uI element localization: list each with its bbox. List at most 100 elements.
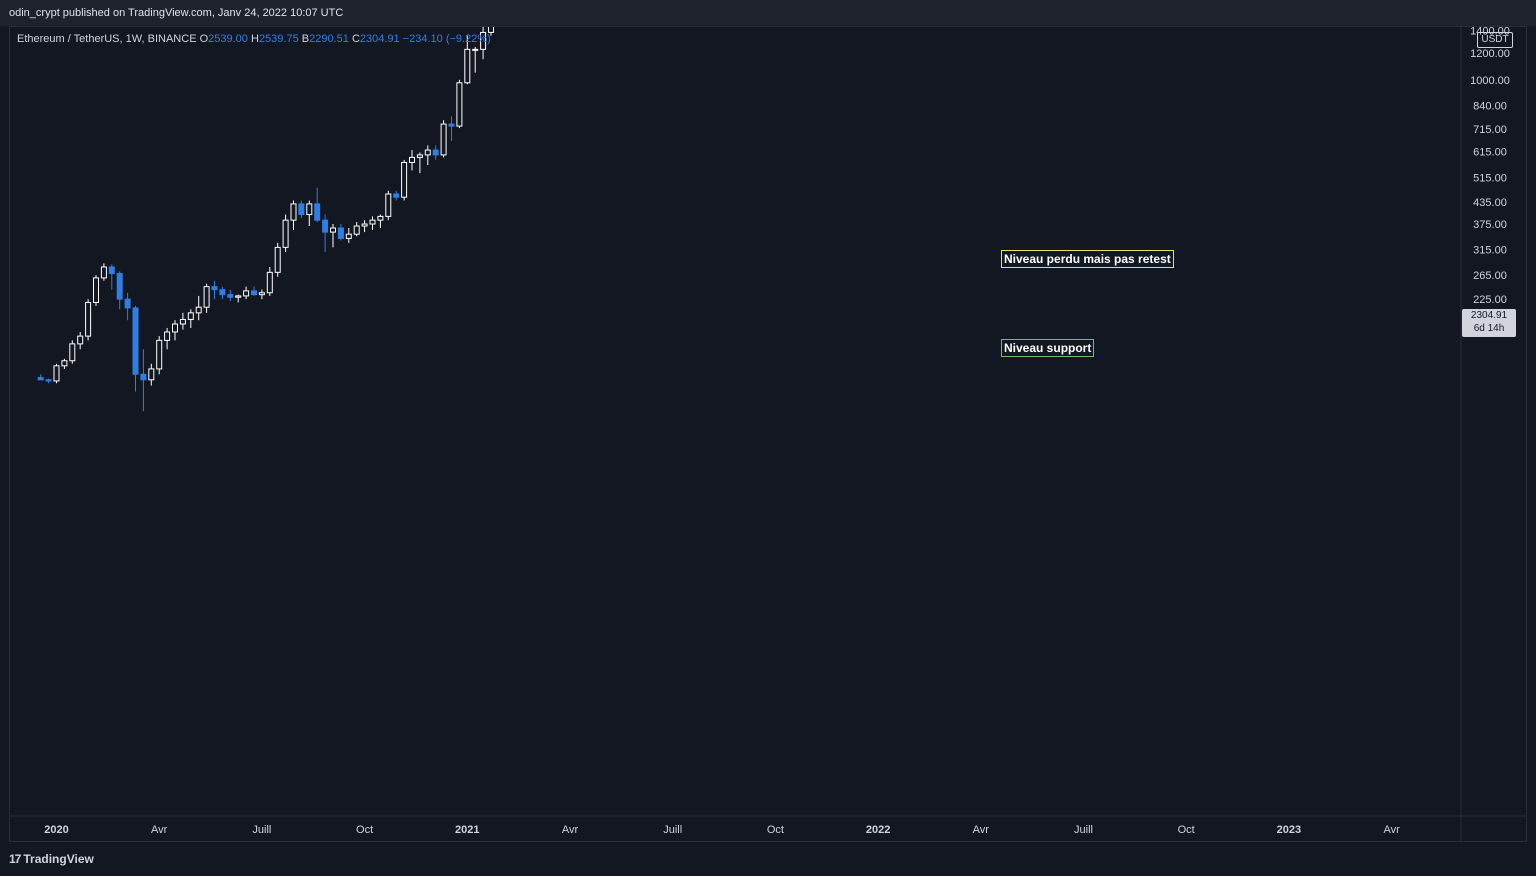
last-price: 2304.91 <box>1470 310 1508 321</box>
candle-body-up <box>361 223 368 227</box>
candle-body-up <box>195 306 202 314</box>
candle-body-down <box>124 298 131 309</box>
candle-body-down <box>393 193 400 198</box>
candle-body-up <box>488 27 494 33</box>
change-value: −234.10 (−9.22%) <box>402 33 491 45</box>
candle-body-up <box>290 203 297 221</box>
candles-layer <box>37 0 541 412</box>
candle-body-up <box>385 193 392 217</box>
candle-body-up <box>100 266 107 279</box>
candle-body-up <box>377 215 384 221</box>
y-tick-label: 315.00 <box>1473 245 1507 257</box>
candle-body-down <box>108 266 115 274</box>
x-tick-label: Oct <box>1178 824 1195 836</box>
candle-body-up <box>520 0 525 22</box>
x-tick-label: Avr <box>1383 824 1400 836</box>
x-tick-label: Juill <box>663 824 682 836</box>
symbol-legend: Ethereum / TetherUS, 1W, BINANCE O2539.0… <box>17 33 491 45</box>
x-tick-label: 2023 <box>1277 824 1301 836</box>
candle-body-down <box>337 227 344 239</box>
candle-body-down <box>322 219 329 233</box>
candle-body-up <box>306 203 313 216</box>
high-label: H <box>250 33 259 45</box>
candle-body-down <box>251 290 257 296</box>
candle-body-up <box>409 156 415 163</box>
candle-body-up <box>440 123 447 156</box>
candle-body-up <box>456 82 463 127</box>
candle-body-up <box>266 271 273 294</box>
publish-header: odin_crypt published on TradingView.com,… <box>0 0 1536 26</box>
y-tick-label: 515.00 <box>1473 172 1507 184</box>
annotation-retest-level[interactable]: Niveau perdu mais pas retest <box>1001 250 1174 268</box>
bar-countdown: 6d 14h <box>1473 323 1505 334</box>
candle-body-up <box>330 227 336 233</box>
high-value: 2539.75 <box>258 33 299 45</box>
candle-body-up <box>274 246 281 273</box>
candle-body-down <box>37 377 44 381</box>
candle-body-up <box>464 48 471 84</box>
candle-body-up <box>69 343 76 362</box>
y-tick-label: 1000.00 <box>1470 75 1510 87</box>
open-label: O <box>199 33 209 45</box>
candle-body-down <box>512 0 517 22</box>
axes-layer: 193.00225.00265.00315.00375.00435.00515.… <box>10 25 1526 841</box>
candle-body-up <box>187 312 194 320</box>
candle-body-up <box>345 233 352 239</box>
candle-body-up <box>282 219 289 248</box>
candle-body-up <box>85 301 92 337</box>
y-tick-label: 615.00 <box>1473 146 1507 158</box>
y-tick-label: 1200.00 <box>1470 48 1510 60</box>
y-tick-label: 225.00 <box>1473 294 1507 306</box>
y-tick-label: 1400.00 <box>1470 25 1510 37</box>
annotation-support-level[interactable]: Niveau support <box>1001 339 1095 357</box>
candle-body-down <box>219 289 226 296</box>
candle-body-up <box>258 292 265 296</box>
tradingview-footer[interactable]: 17 TradingView <box>9 852 94 866</box>
x-tick-label: Oct <box>767 824 784 836</box>
published-text: odin_crypt published on TradingView.com,… <box>9 7 344 19</box>
candle-body-down <box>298 203 305 216</box>
x-tick-label: Juill <box>1074 824 1093 836</box>
brand-name: TradingView <box>23 852 94 866</box>
candle-body-up <box>536 0 541 3</box>
candle-body-up <box>164 331 171 341</box>
candle-body-down <box>211 286 218 291</box>
candle-body-up <box>203 286 210 308</box>
tradingview-logo-icon: 17 <box>9 852 21 866</box>
candle-body-up <box>353 225 360 235</box>
candle-body-up <box>77 335 84 345</box>
candle-body-up <box>235 295 242 298</box>
x-tick-label: Juill <box>252 824 271 836</box>
candle-body-up <box>472 48 479 51</box>
y-tick-label: 715.00 <box>1473 124 1507 136</box>
candle-body-up <box>496 0 501 11</box>
candle-body-up <box>369 219 376 225</box>
x-tick-label: Avr <box>562 824 579 836</box>
candle-body-up <box>53 365 60 382</box>
x-tick-label: 2020 <box>44 824 68 836</box>
candle-body-down <box>448 123 455 127</box>
low-value: 2290.51 <box>309 33 349 45</box>
x-tick-label: 2022 <box>866 824 890 836</box>
currency-unit-badge[interactable]: USDT <box>1477 32 1513 48</box>
candle-body-down <box>140 373 147 381</box>
chart-frame <box>9 26 1527 842</box>
y-tick-label: 840.00 <box>1473 100 1507 112</box>
close-value: 2304.91 <box>359 33 400 45</box>
last-price-badge: 2304.91 6d 14h <box>1462 309 1516 337</box>
y-tick-label: 435.00 <box>1473 197 1507 209</box>
low-label: B <box>301 33 310 45</box>
open-value: 2539.00 <box>208 33 248 45</box>
candle-body-down <box>432 149 439 156</box>
y-tick-label: 375.00 <box>1473 219 1507 231</box>
candle-body-up <box>416 154 423 158</box>
candle-body-up <box>156 339 163 370</box>
candle-body-up <box>61 360 68 367</box>
candle-body-down <box>45 379 52 382</box>
candle-body-up <box>480 31 487 50</box>
candle-body-down <box>314 203 321 221</box>
candle-body-up <box>172 323 178 333</box>
candle-body-up <box>148 368 155 381</box>
candle-body-up <box>93 277 99 303</box>
